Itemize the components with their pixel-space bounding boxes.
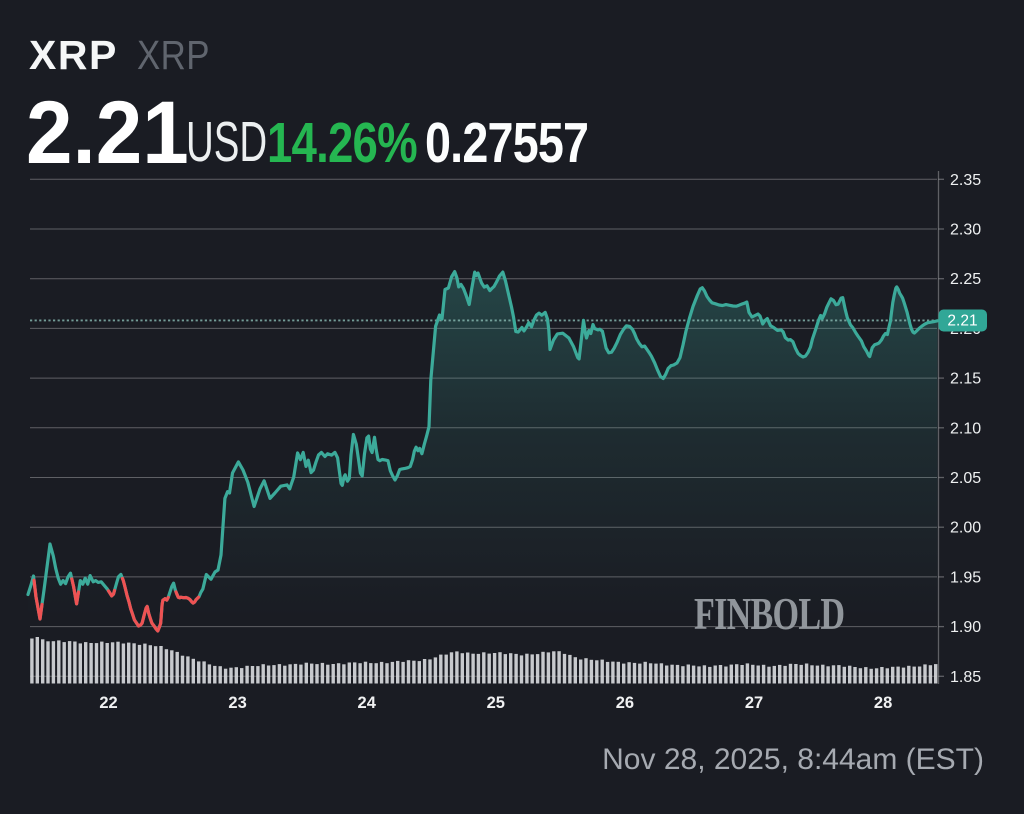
svg-text:2.35: 2.35 <box>950 172 981 189</box>
svg-text:24: 24 <box>358 694 377 712</box>
svg-text:2.21: 2.21 <box>947 313 977 330</box>
svg-text:23: 23 <box>228 694 246 712</box>
svg-text:22: 22 <box>99 694 117 712</box>
svg-text:1.85: 1.85 <box>950 669 981 686</box>
svg-text:25: 25 <box>487 694 505 712</box>
svg-text:27: 27 <box>745 694 763 712</box>
svg-text:2.15: 2.15 <box>950 371 981 388</box>
svg-text:28: 28 <box>874 694 892 712</box>
svg-text:1.95: 1.95 <box>950 569 981 586</box>
svg-text:2.10: 2.10 <box>950 420 981 437</box>
svg-text:2.05: 2.05 <box>950 470 981 487</box>
svg-text:2.25: 2.25 <box>950 271 981 288</box>
svg-text:1.90: 1.90 <box>950 619 981 636</box>
svg-text:2.30: 2.30 <box>950 222 981 239</box>
svg-text:2.00: 2.00 <box>950 520 981 537</box>
svg-text:26: 26 <box>616 694 634 712</box>
